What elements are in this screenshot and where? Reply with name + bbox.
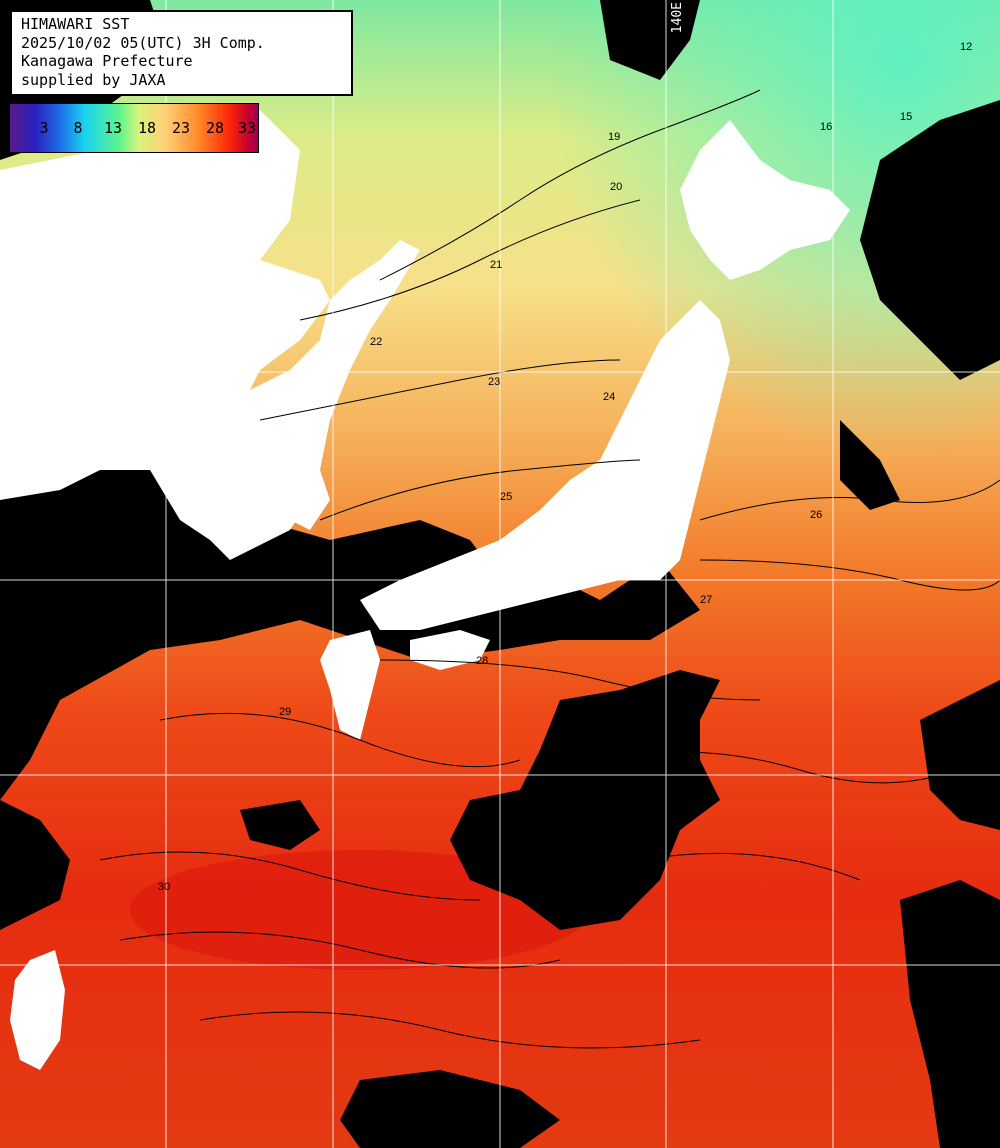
- contour-label: 16: [820, 121, 832, 133]
- honshu: [360, 300, 730, 630]
- sst-contours: [99, 89, 1000, 1049]
- contour-label: 19: [608, 131, 620, 143]
- contour-label: 26: [810, 509, 822, 521]
- contour-label: 23: [488, 376, 500, 388]
- scale-label: 13: [103, 119, 123, 137]
- contour-label: 24: [603, 391, 615, 403]
- longitude-label: 140E: [670, 2, 685, 34]
- contour-label: 30: [158, 881, 170, 893]
- shikoku: [410, 630, 490, 670]
- color-scale-bar: 3 8 13 18 23 28 33: [9, 103, 259, 153]
- contour-label: 25: [500, 491, 512, 503]
- region-line: Kanagawa Prefecture: [21, 52, 193, 71]
- scale-label: 33: [237, 119, 257, 137]
- kyushu: [320, 630, 380, 740]
- scale-label: 3: [39, 119, 49, 137]
- contour-value-labels: 12 15 16 19 20 21 22 23 24 25 26 27 28 2…: [158, 41, 972, 893]
- credit-line: supplied by JAXA: [21, 70, 166, 89]
- scale-label: 23: [171, 119, 191, 137]
- contour-label: 28: [476, 655, 488, 667]
- title-box: HIMAWARI SST 2025/10/02 05(UTC) 3H Comp.…: [10, 10, 353, 96]
- contour-label: 12: [960, 41, 972, 53]
- scale-label: 8: [73, 119, 83, 137]
- timestamp-line: 2025/10/02 05(UTC) 3H Comp.: [21, 33, 265, 52]
- contour-label: 15: [900, 111, 912, 123]
- scale-label: 28: [205, 119, 225, 137]
- hokkaido: [680, 120, 850, 280]
- asia-continent: [0, 110, 330, 560]
- contour-label: 21: [490, 259, 502, 271]
- scale-label: 18: [137, 119, 157, 137]
- contour-label: 29: [279, 706, 291, 718]
- title-line: HIMAWARI SST: [21, 15, 130, 33]
- contour-label: 20: [610, 181, 622, 193]
- contour-label: 22: [370, 336, 382, 348]
- contour-label: 27: [700, 594, 712, 606]
- taiwan: [10, 950, 65, 1070]
- land-masses: [0, 110, 850, 1070]
- korea-peninsula: [250, 240, 420, 530]
